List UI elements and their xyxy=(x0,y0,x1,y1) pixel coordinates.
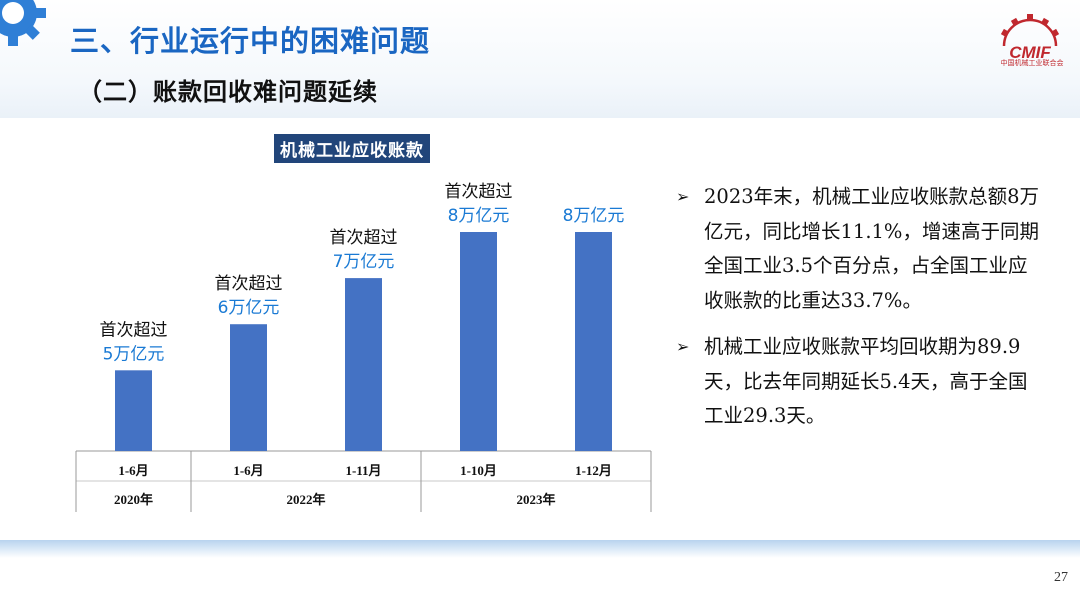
svg-text:CMIF: CMIF xyxy=(1009,43,1051,62)
bar xyxy=(345,278,382,451)
logo-subtext: 中国机械工业联合会 xyxy=(1000,59,1064,67)
page-number: 27 xyxy=(1054,570,1068,585)
annotation-label: 首次超过 xyxy=(445,182,513,202)
category-label: 1-11月 xyxy=(345,463,381,478)
data-label: 6万亿元 xyxy=(218,298,280,318)
chart-title: 机械工业应收账款 xyxy=(274,134,430,163)
footer-band xyxy=(0,540,1080,558)
group-label: 2023年 xyxy=(516,492,555,507)
gear-icon xyxy=(0,0,46,46)
bar xyxy=(460,232,497,451)
annotation-label: 首次超过 xyxy=(215,274,283,294)
category-label: 1-12月 xyxy=(575,463,612,478)
data-label: 5万亿元 xyxy=(103,344,165,364)
annotation-label: 首次超过 xyxy=(330,228,398,248)
header-band xyxy=(0,0,1080,118)
category-label: 1-6月 xyxy=(233,463,263,478)
bullet-item: ➢ 2023年末，机械工业应收账款总额8万亿元，同比增长11.1%，增速高于同期… xyxy=(676,180,1046,318)
arrow-bullet-icon: ➢ xyxy=(676,187,690,206)
arrow-bullet-icon: ➢ xyxy=(676,337,690,356)
bar xyxy=(575,232,612,451)
annotation-label: 首次超过 xyxy=(100,320,168,340)
cmif-logo: CMIF xyxy=(1000,14,1060,62)
section-subtitle: （二）账款回收难问题延续 xyxy=(78,78,378,106)
data-label: 7万亿元 xyxy=(333,252,395,272)
data-label: 8万亿元 xyxy=(563,206,625,226)
bullet-list: ➢ 2023年末，机械工业应收账款总额8万亿元，同比增长11.1%，增速高于同期… xyxy=(676,180,1046,434)
page-title: 三、行业运行中的困难问题 xyxy=(70,24,431,58)
bar xyxy=(115,370,152,451)
bar xyxy=(230,324,267,451)
group-label: 2020年 xyxy=(114,492,153,507)
category-label: 1-10月 xyxy=(460,463,497,478)
bullet-text: 机械工业应收账款平均回收期为89.9天，比去年同期延长5.4天，高于全国工业29… xyxy=(704,335,1028,427)
data-label: 8万亿元 xyxy=(448,206,510,226)
group-label: 2022年 xyxy=(286,492,325,507)
bullet-text: 2023年末，机械工业应收账款总额8万亿元，同比增长11.1%，增速高于同期全国… xyxy=(704,185,1040,312)
bullet-item: ➢ 机械工业应收账款平均回收期为89.9天，比去年同期延长5.4天，高于全国工业… xyxy=(676,330,1046,434)
category-label: 1-6月 xyxy=(118,463,148,478)
